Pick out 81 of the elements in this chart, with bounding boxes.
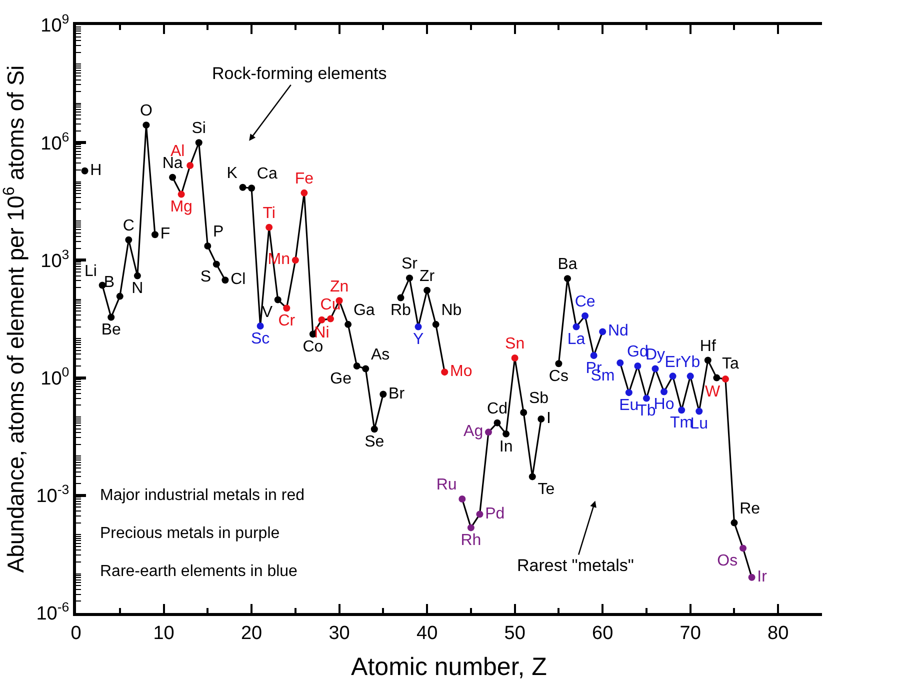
data-label: Ca (256, 166, 278, 183)
data-label: Ge (330, 370, 352, 388)
data-label: Zn (330, 278, 349, 296)
y-tick-label: 10$^{-3}$ (36, 482, 70, 508)
data-label: I (546, 410, 551, 427)
data-label: Nb (441, 302, 462, 320)
data-label: Y (412, 331, 424, 348)
data-label: Ag (464, 423, 484, 440)
data-label: In (499, 438, 513, 456)
data-label: Eu (619, 396, 639, 414)
data-label: Fe (294, 170, 314, 188)
annotation: Major industrial metals in red (100, 487, 305, 504)
data-label: Rh (460, 532, 482, 550)
data-label: O (140, 102, 152, 120)
x-tick-label: 10 (153, 622, 174, 644)
data-label: Cl (230, 271, 246, 288)
data-label: Be (101, 322, 121, 339)
data-label: W (704, 383, 721, 400)
data-label: Sr (402, 256, 418, 273)
data-label: Te (538, 481, 555, 498)
data-label: Br (388, 385, 406, 402)
data-label: Ir (757, 568, 768, 586)
x-tick-label: 70 (680, 622, 701, 644)
data-label: Ga (353, 302, 375, 320)
data-label: V (262, 304, 273, 322)
data-label: Pd (485, 505, 505, 522)
data-label: Ti (262, 204, 276, 222)
annotation: Rare-earth elements in blue (100, 563, 298, 580)
data-label: C (122, 217, 134, 234)
x-tick-label: 40 (416, 622, 438, 644)
data-label: H (90, 162, 102, 179)
x-tick-label: 30 (328, 622, 350, 644)
data-label: Ru (436, 476, 457, 494)
data-label: Ba (558, 256, 578, 274)
data-label: P (213, 224, 224, 241)
data-label: Yb (680, 354, 700, 371)
annotation: Precious metals in purple (100, 525, 280, 542)
data-label: Sc (250, 330, 270, 348)
y-tick-label: 10$^{3}$ (40, 246, 70, 272)
data-label: Mg (170, 198, 192, 216)
data-label: Tb (637, 402, 656, 420)
data-label: La (567, 331, 586, 348)
data-label: Mo (450, 363, 472, 380)
y-tick-label: 10$^{6}$ (40, 129, 70, 154)
data-label: S (200, 268, 212, 286)
data-label: Hf (700, 338, 716, 355)
data-label: Nd (608, 322, 628, 340)
data-label: Li (84, 262, 97, 280)
data-label: Ho (654, 396, 674, 414)
data-label: Zr (420, 268, 436, 285)
y-tick-label: 10$^{-6}$ (36, 600, 70, 625)
x-tick-label: 60 (592, 622, 614, 644)
x-tick-label: 0 (70, 622, 82, 644)
data-label: Co (302, 338, 324, 356)
data-label: Re (740, 500, 760, 518)
data-label: Ni (314, 324, 330, 342)
y-tick-label: 10$^{0}$ (40, 364, 70, 390)
data-label: F (160, 226, 170, 243)
data-label: Ta (722, 355, 740, 372)
data-label: Os (717, 552, 738, 570)
x-axis-title: Atomic number, Z (351, 652, 547, 681)
data-label: Se (364, 434, 384, 451)
data-label: Er (664, 354, 682, 371)
data-label: Sb (528, 390, 549, 408)
y-tick-label: 10$^{9}$ (40, 12, 70, 37)
data-label: K (226, 165, 238, 182)
data-label: Rb (390, 302, 412, 320)
data-label: Ce (574, 293, 596, 310)
data-label: N (132, 280, 144, 298)
data-label: Cr (278, 312, 296, 330)
annotation: Rock-forming elements (212, 64, 387, 83)
data-label: B (104, 274, 115, 291)
data-label: Sn (505, 336, 525, 353)
data-label: Cs (548, 368, 568, 385)
x-tick-label: 20 (240, 622, 262, 644)
data-label: Si (192, 120, 206, 138)
data-label: As (370, 346, 390, 364)
data-label: Cd (487, 400, 508, 418)
annotation: Rarest "metals" (517, 556, 634, 575)
x-tick-label: 50 (504, 622, 526, 644)
x-tick-label: 80 (768, 622, 789, 644)
